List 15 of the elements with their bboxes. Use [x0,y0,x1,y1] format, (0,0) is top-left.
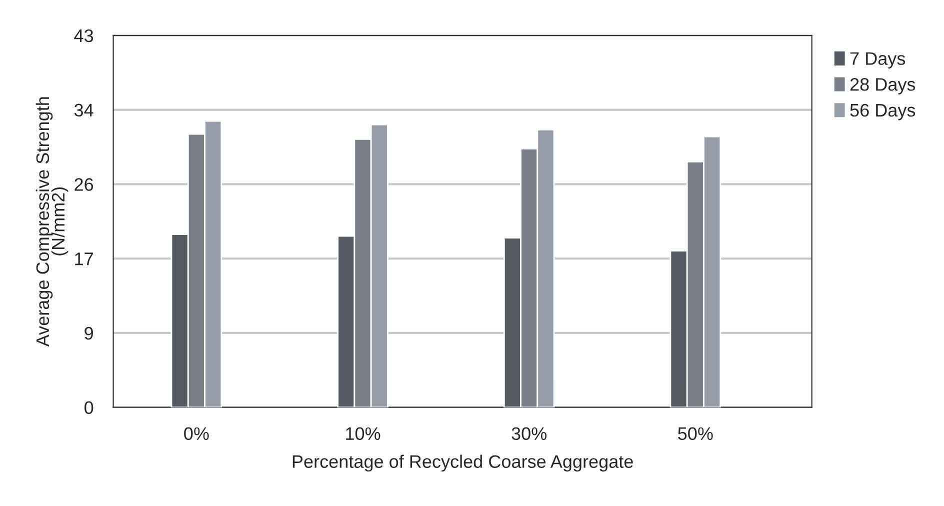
x-tick-label: 30% [512,427,547,440]
y-tick-label: 43 [74,29,94,42]
x-axis-title: Percentage of Recycled Coarse Aggregate [292,454,633,472]
x-tick-label: 0% [184,427,209,440]
legend-label: 56 Days [850,104,916,120]
x-tick-label: 50% [678,427,713,440]
y-tick-label: 9 [84,326,93,340]
y-tick-label: 17 [75,252,93,266]
y-tick-label: 26 [74,178,94,191]
y-axis-title: Average Compressive Strength (N/mm2) [36,97,68,347]
legend-label: 7 Days [850,52,906,68]
legend-label: 28 Days [850,78,916,94]
y-tick-label: 0 [84,401,94,414]
x-tick-label: 10% [346,427,380,440]
y-tick-label: 34 [74,104,94,117]
